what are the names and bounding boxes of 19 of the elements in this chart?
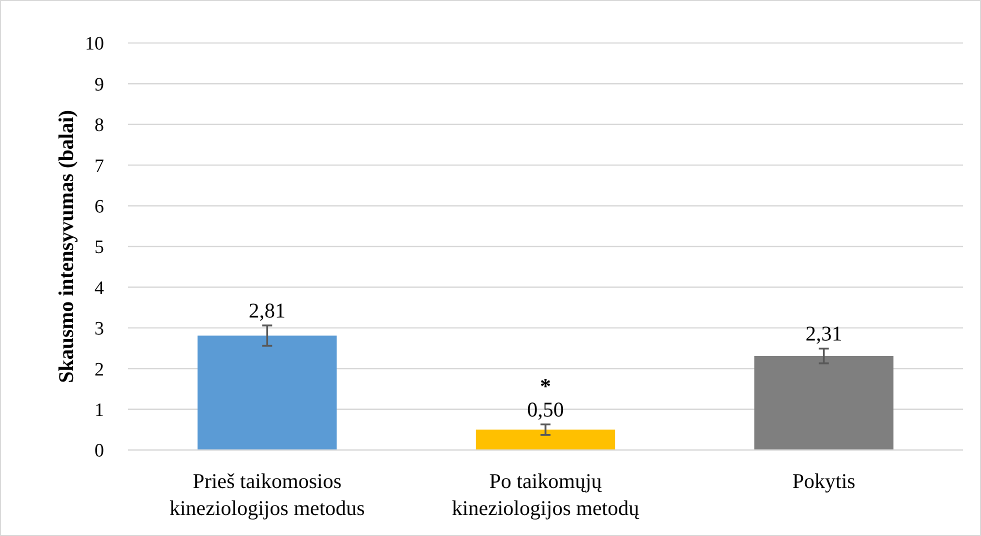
y-tick-label: 3 [94,318,104,340]
y-tick-label: 9 [94,74,104,96]
y-tick-label: 2 [94,359,104,380]
x-tick-label: Prieš taikomosios kineziologijos metodus [169,469,365,520]
y-axis-title: Skausmo intensyvumas (balai) [54,110,78,384]
y-tick-label: 8 [94,115,104,136]
y-tick-label: 6 [94,196,104,218]
y-tick-label: 5 [94,237,104,258]
y-tick-label: 10 [85,34,104,55]
data-label: 0,50 [527,397,564,422]
data-label: 2,31 [805,322,842,346]
y-tick-label: 1 [94,400,104,421]
annotation: * [540,373,551,398]
x-tick-label: Pokytis [792,469,856,493]
y-tick-label: 7 [94,156,104,177]
y-tick-label: 4 [94,278,104,299]
x-tick-label: Po taikomųjų kineziologijos metodų [452,469,640,520]
data-label: 2,81 [248,298,286,322]
y-tick-label: 0 [94,440,104,462]
